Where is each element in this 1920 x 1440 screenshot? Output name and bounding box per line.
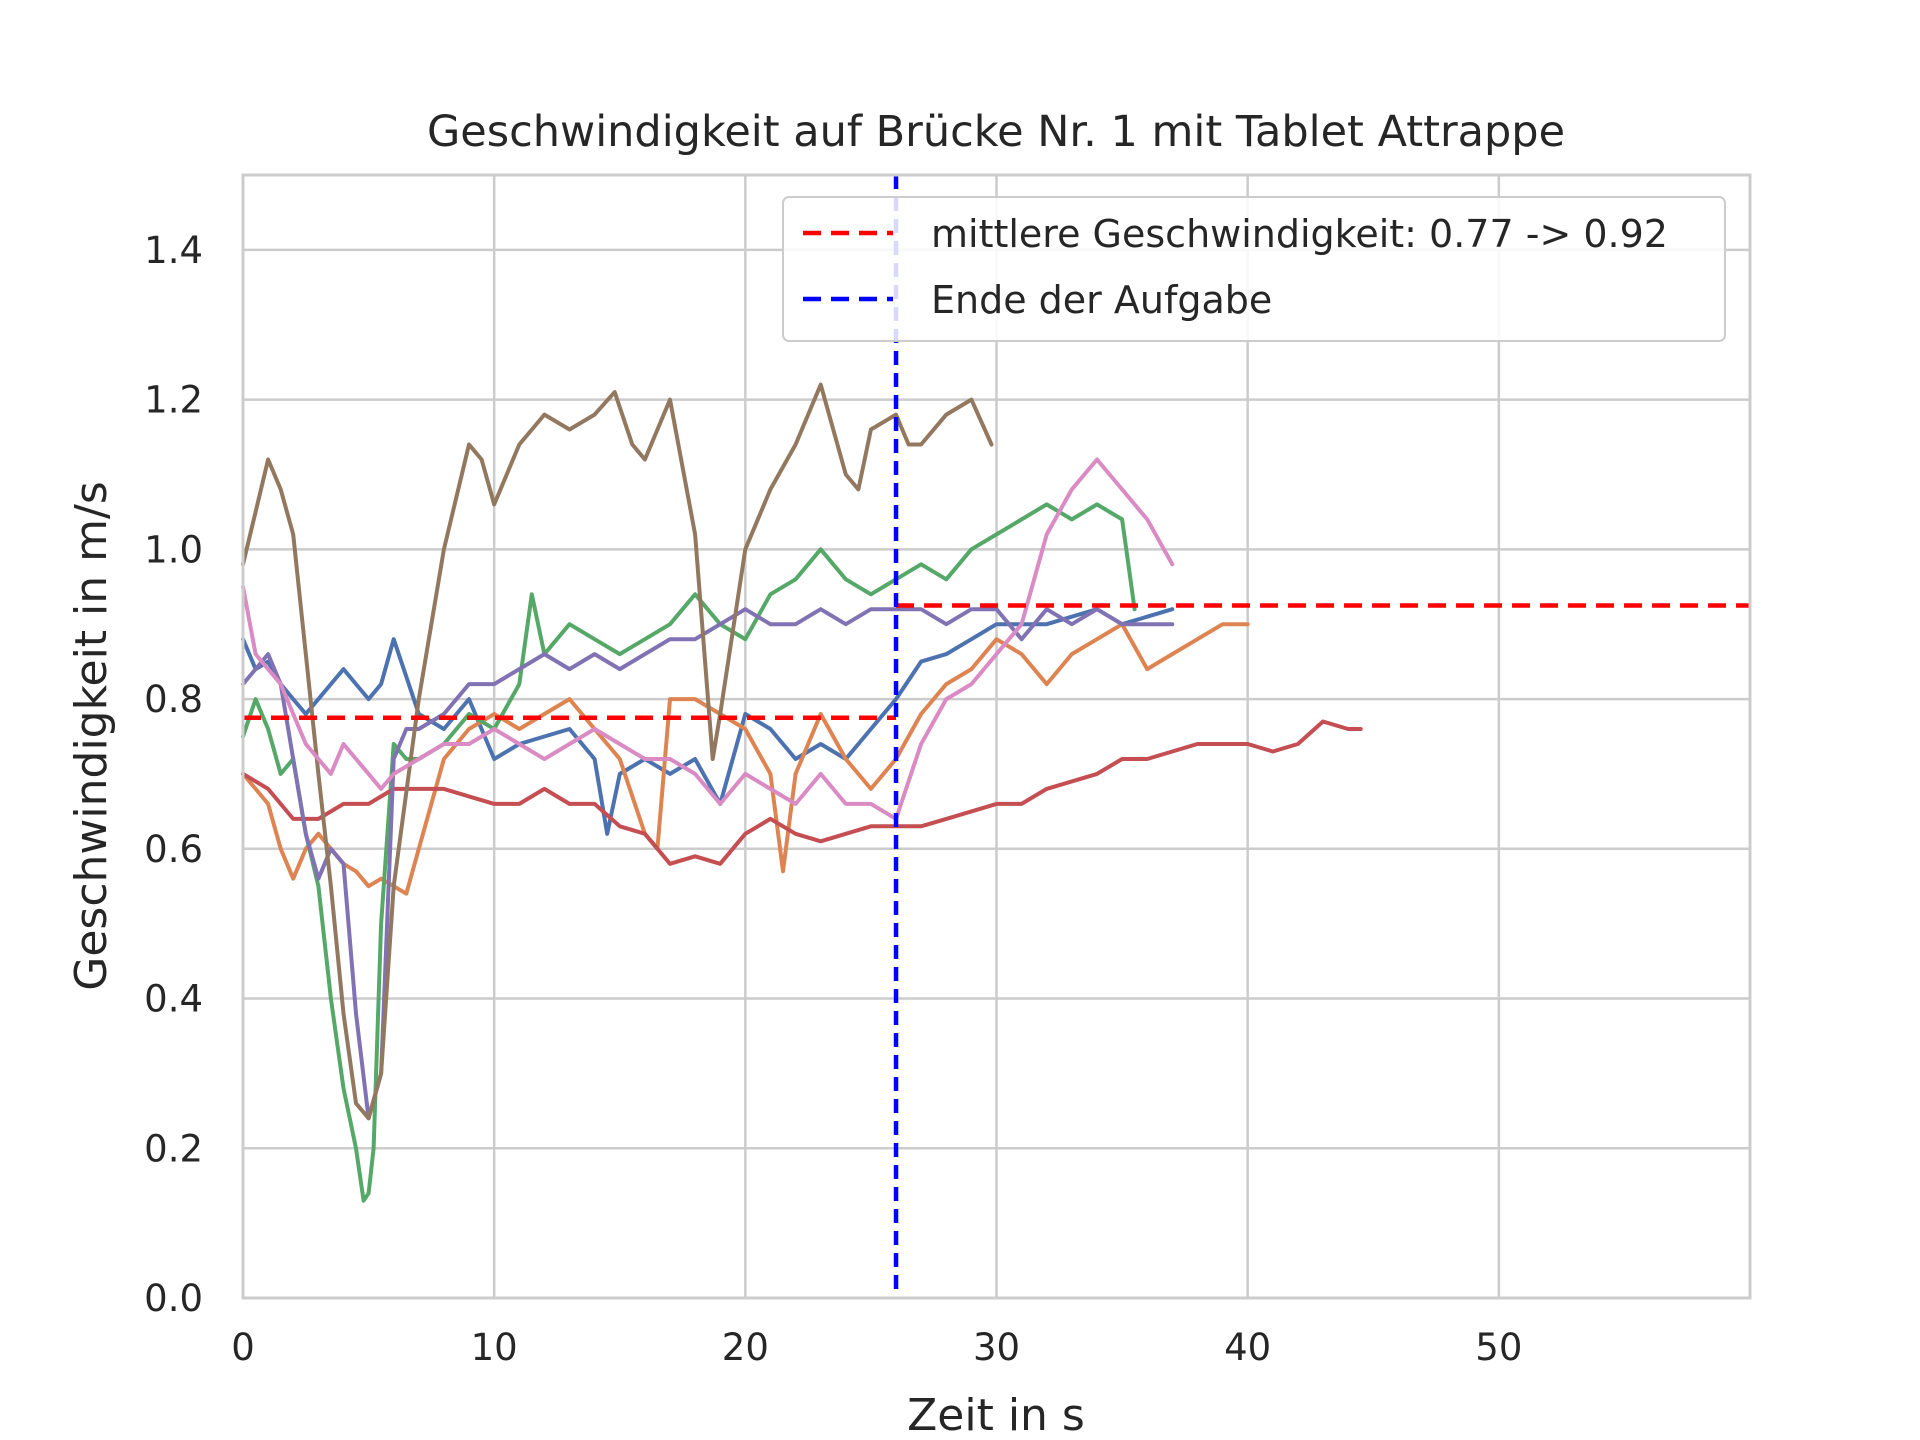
y-tick-label: 0.4: [144, 978, 203, 1021]
legend-label-task-end: Ende der Aufgabe: [931, 278, 1272, 322]
x-tick-labels: 0 10 20 30 40 50: [231, 1326, 1522, 1369]
x-tick-label: 50: [1475, 1326, 1522, 1369]
y-tick-label: 1.2: [144, 379, 203, 422]
x-axis-label: Zeit in s: [907, 1390, 1085, 1440]
x-tick-label: 40: [1224, 1326, 1271, 1369]
series-line-6: [241, 382, 994, 1121]
plot-frame: [241, 173, 1752, 1300]
reference-lines: [243, 175, 1750, 1298]
x-tick-label: 30: [973, 1326, 1020, 1369]
series-line-5: [241, 607, 1175, 1121]
y-tick-label: 1.4: [144, 229, 203, 272]
chart-title: Geschwindigkeit auf Brücke Nr. 1 mit Tab…: [427, 107, 1565, 157]
x-tick-label: 10: [471, 1326, 518, 1369]
y-axis-label: Geschwindigkeit in m/s: [66, 481, 117, 991]
series-lines: [241, 382, 1363, 1203]
legend-label-mean: mittlere Geschwindigkeit: 0.77 -> 0.92: [931, 212, 1668, 256]
y-tick-label: 0.8: [144, 678, 203, 721]
y-tick-labels: 0.0 0.2 0.4 0.6 0.8 1.0 1.2 1.4: [144, 229, 203, 1320]
series-line-7: [241, 457, 1175, 821]
y-tick-label: 0.6: [144, 828, 203, 871]
series-line-4: [241, 719, 1363, 866]
legend: mittlere Geschwindigkeit: 0.77 -> 0.92 E…: [782, 196, 1726, 342]
y-tick-label: 0.0: [144, 1277, 203, 1320]
series-line-1: [241, 607, 1175, 836]
series-line-3: [241, 502, 1137, 1203]
legend-box: [782, 196, 1726, 342]
y-tick-label: 1.0: [144, 528, 203, 571]
y-tick-label: 0.2: [144, 1127, 203, 1170]
x-tick-label: 0: [231, 1326, 255, 1369]
x-tick-label: 20: [722, 1326, 769, 1369]
